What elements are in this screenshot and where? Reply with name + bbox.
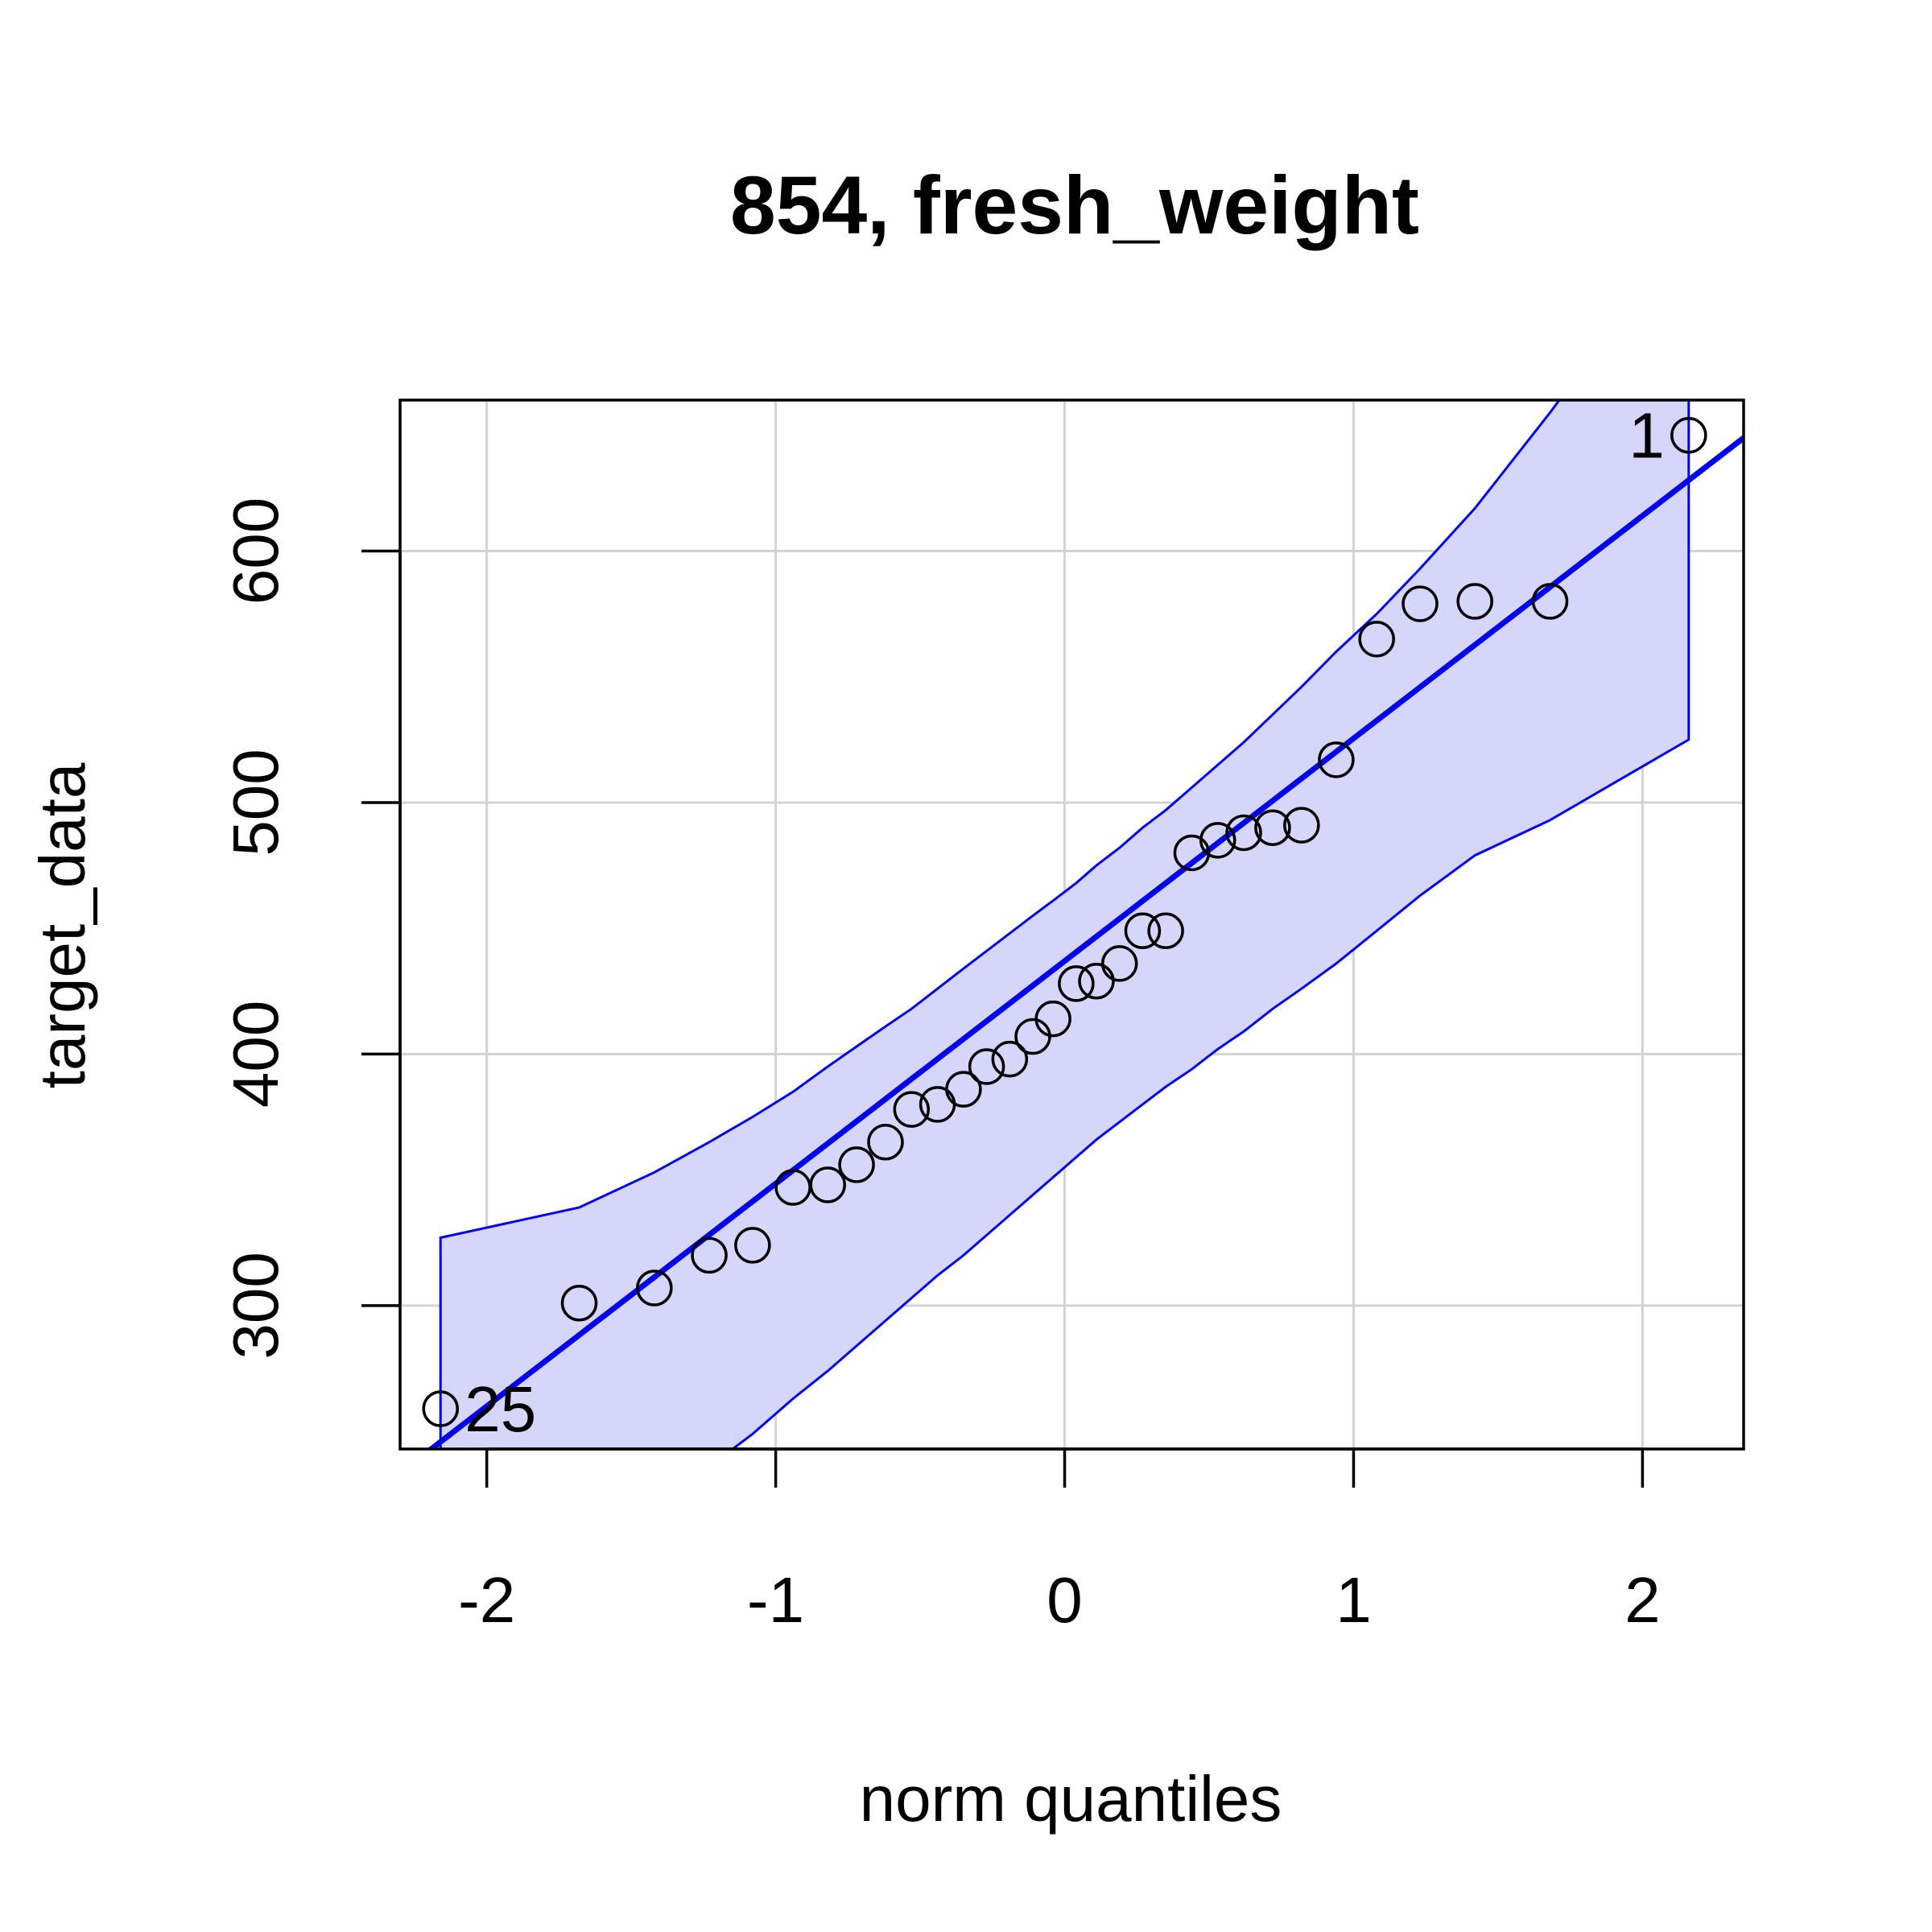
reference-line-segment	[426, 436, 1744, 1449]
y-axis-title: target_data	[27, 762, 98, 1088]
data-point-6	[809, 1166, 846, 1203]
x-tick-label-2: 0	[1046, 1564, 1083, 1636]
data-point-13	[991, 1040, 1029, 1078]
point-label-1: 1	[1629, 400, 1665, 472]
confidence-band-area	[439, 400, 1690, 1449]
x-axis-title: norm quantiles	[860, 1763, 1282, 1835]
y-axis: 300 400 500 600	[220, 497, 402, 1360]
point-label-0: 25	[464, 1373, 536, 1445]
point-labels: 25 1	[464, 400, 1665, 1445]
data-point-16	[1058, 965, 1095, 1002]
y-tick-label-3: 600	[220, 497, 291, 605]
data-point-0	[422, 1390, 459, 1427]
data-point-18	[1100, 945, 1138, 982]
confidence-band	[439, 400, 1690, 1449]
x-tick-label-4: 2	[1624, 1564, 1661, 1636]
data-point-7	[838, 1146, 875, 1183]
data-point-8	[867, 1124, 904, 1161]
data-point-31	[1670, 416, 1707, 454]
data-point-20	[1147, 912, 1184, 950]
data-point-17	[1078, 963, 1115, 1000]
y-tick-label-2: 500	[220, 749, 291, 856]
data-point-22	[1199, 822, 1236, 859]
data-point-25	[1283, 807, 1320, 844]
data-point-3	[691, 1236, 728, 1274]
data-point-26	[1318, 741, 1355, 778]
data-points	[422, 416, 1707, 1427]
y-tick-label-1: 400	[220, 1001, 291, 1108]
data-point-28	[1402, 585, 1439, 622]
data-point-1	[560, 1285, 598, 1322]
data-point-2	[636, 1269, 673, 1307]
data-point-11	[945, 1071, 982, 1108]
y-tick-label-0: 300	[220, 1252, 291, 1359]
reference-line	[426, 436, 1744, 1449]
data-point-4	[734, 1227, 771, 1264]
data-point-15	[1034, 1000, 1071, 1038]
data-point-23	[1225, 814, 1262, 852]
data-point-19	[1124, 912, 1162, 950]
data-point-9	[893, 1091, 931, 1128]
x-tick-label-1: -1	[747, 1564, 804, 1636]
data-point-29	[1456, 583, 1493, 620]
x-tick-label-0: -2	[458, 1564, 515, 1636]
chart-title: 854, fresh_weight	[730, 159, 1419, 251]
x-axis: -2 -1 0 1 2	[458, 1447, 1661, 1636]
data-point-30	[1531, 583, 1569, 620]
data-point-27	[1358, 621, 1395, 658]
data-point-24	[1254, 809, 1291, 846]
x-tick-label-3: 1	[1335, 1564, 1372, 1636]
data-point-12	[968, 1048, 1005, 1085]
